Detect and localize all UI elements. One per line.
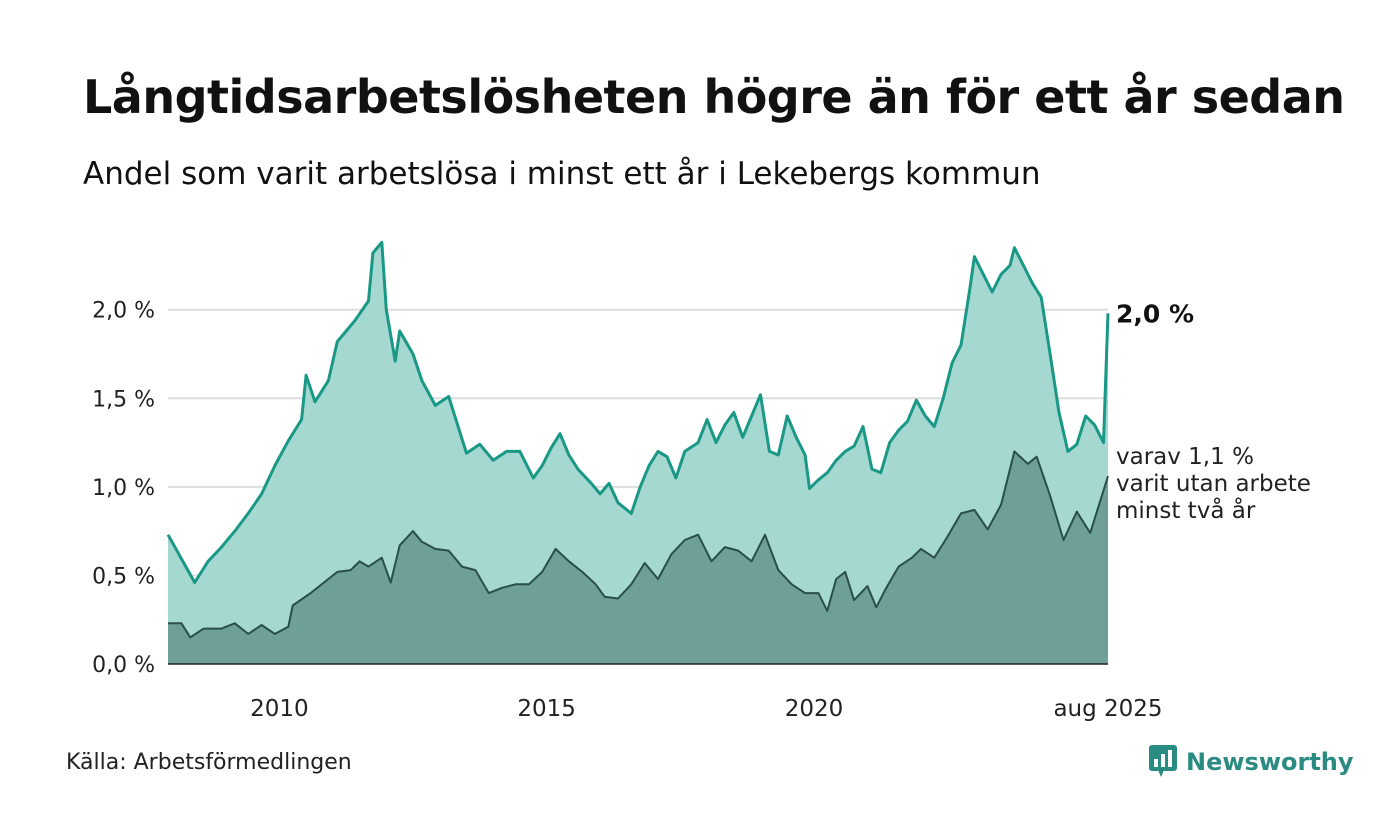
y-tick-label: 1,0 % bbox=[92, 476, 155, 501]
bar-chart-speech-bubble-icon bbox=[1149, 745, 1177, 777]
y-tick-label: 2,0 % bbox=[92, 299, 155, 324]
chart-subtitle: Andel som varit arbetslösa i minst ett å… bbox=[83, 156, 1041, 192]
axes: 0,0 % 0,5 % 1,0 % 1,5 % 2,0 % 2010 2015 2020 aug… bbox=[92, 299, 1162, 722]
annotation-line: varit utan arbete bbox=[1116, 471, 1311, 497]
series-areas bbox=[166, 240, 1110, 664]
end-value-label: 2,0 % bbox=[1116, 299, 1194, 328]
series-line-minst_tva_ar bbox=[168, 450, 1109, 639]
brand-name: Newsworthy bbox=[1186, 748, 1354, 776]
y-tick-label: 0,5 % bbox=[92, 564, 155, 589]
source-note: Källa: Arbetsförmedlingen bbox=[66, 750, 352, 775]
x-tick-label: 2020 bbox=[785, 696, 844, 722]
annotation-line: minst två år bbox=[1116, 496, 1256, 524]
y-tick-label: 1,5 % bbox=[92, 387, 155, 412]
series-area-minst_tva_ar bbox=[168, 451, 1108, 664]
annotation-line: varav 1,1 % bbox=[1116, 444, 1254, 470]
y-tick-label: 0,0 % bbox=[92, 653, 155, 678]
brand-logo: Newsworthy bbox=[1148, 744, 1354, 780]
x-tick-label: 2010 bbox=[250, 696, 309, 722]
x-tick-label: aug 2025 bbox=[1053, 696, 1162, 722]
chart-title: Långtidsarbetslösheten högre än för ett … bbox=[83, 70, 1345, 124]
series-line-minst_ett_ar bbox=[166, 240, 1110, 584]
x-tick-label: 2015 bbox=[517, 696, 576, 722]
annotation-two-years: varav 1,1 % varit utan arbete minst två år bbox=[1116, 444, 1311, 524]
